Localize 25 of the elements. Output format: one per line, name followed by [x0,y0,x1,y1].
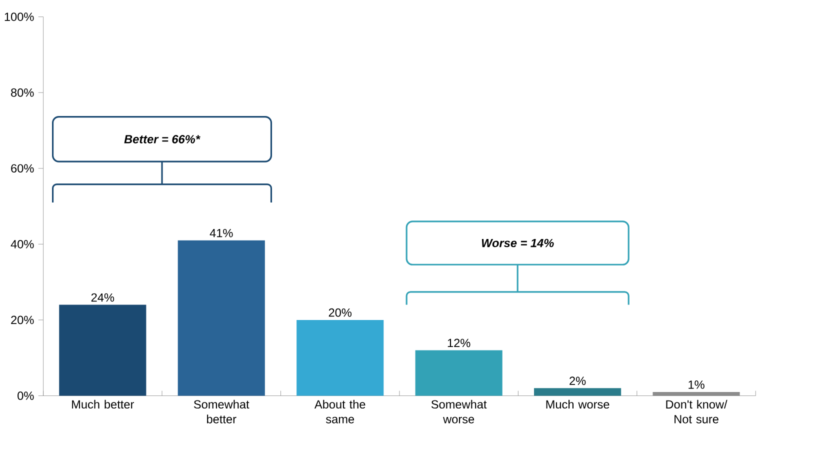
x-tick-label: Somewhat better [194,400,250,424]
annotation: Better = 66%* [124,134,200,144]
annotation: Worse = 14% [482,238,554,248]
data-label: 2% [570,376,586,385]
y-tick-label: 20% [11,316,34,324]
bar [59,304,146,396]
y-tick-label: 0% [18,392,34,400]
y-tick-label: 80% [11,88,34,97]
data-label: 12% [448,338,470,348]
x-tick-label: Much better [72,400,134,409]
bar [415,350,502,396]
y-tick-label: 60% [11,164,34,173]
bar [534,388,622,396]
x-tick-label: About the same [314,400,366,424]
data-label: 20% [328,308,352,317]
x-tick-label: Somewhat worse [431,400,487,424]
bar [178,240,265,396]
data-label: 41% [210,228,233,238]
y-tick-label: 100% [4,12,34,21]
y-tick-label: 40% [10,240,34,248]
data-label: 24% [91,293,114,302]
x-tick-label: Much worse [546,400,610,409]
data-label: 1% [688,380,704,389]
x-tick-label: Don't know/ Not sure [666,400,728,424]
bar [296,320,384,396]
